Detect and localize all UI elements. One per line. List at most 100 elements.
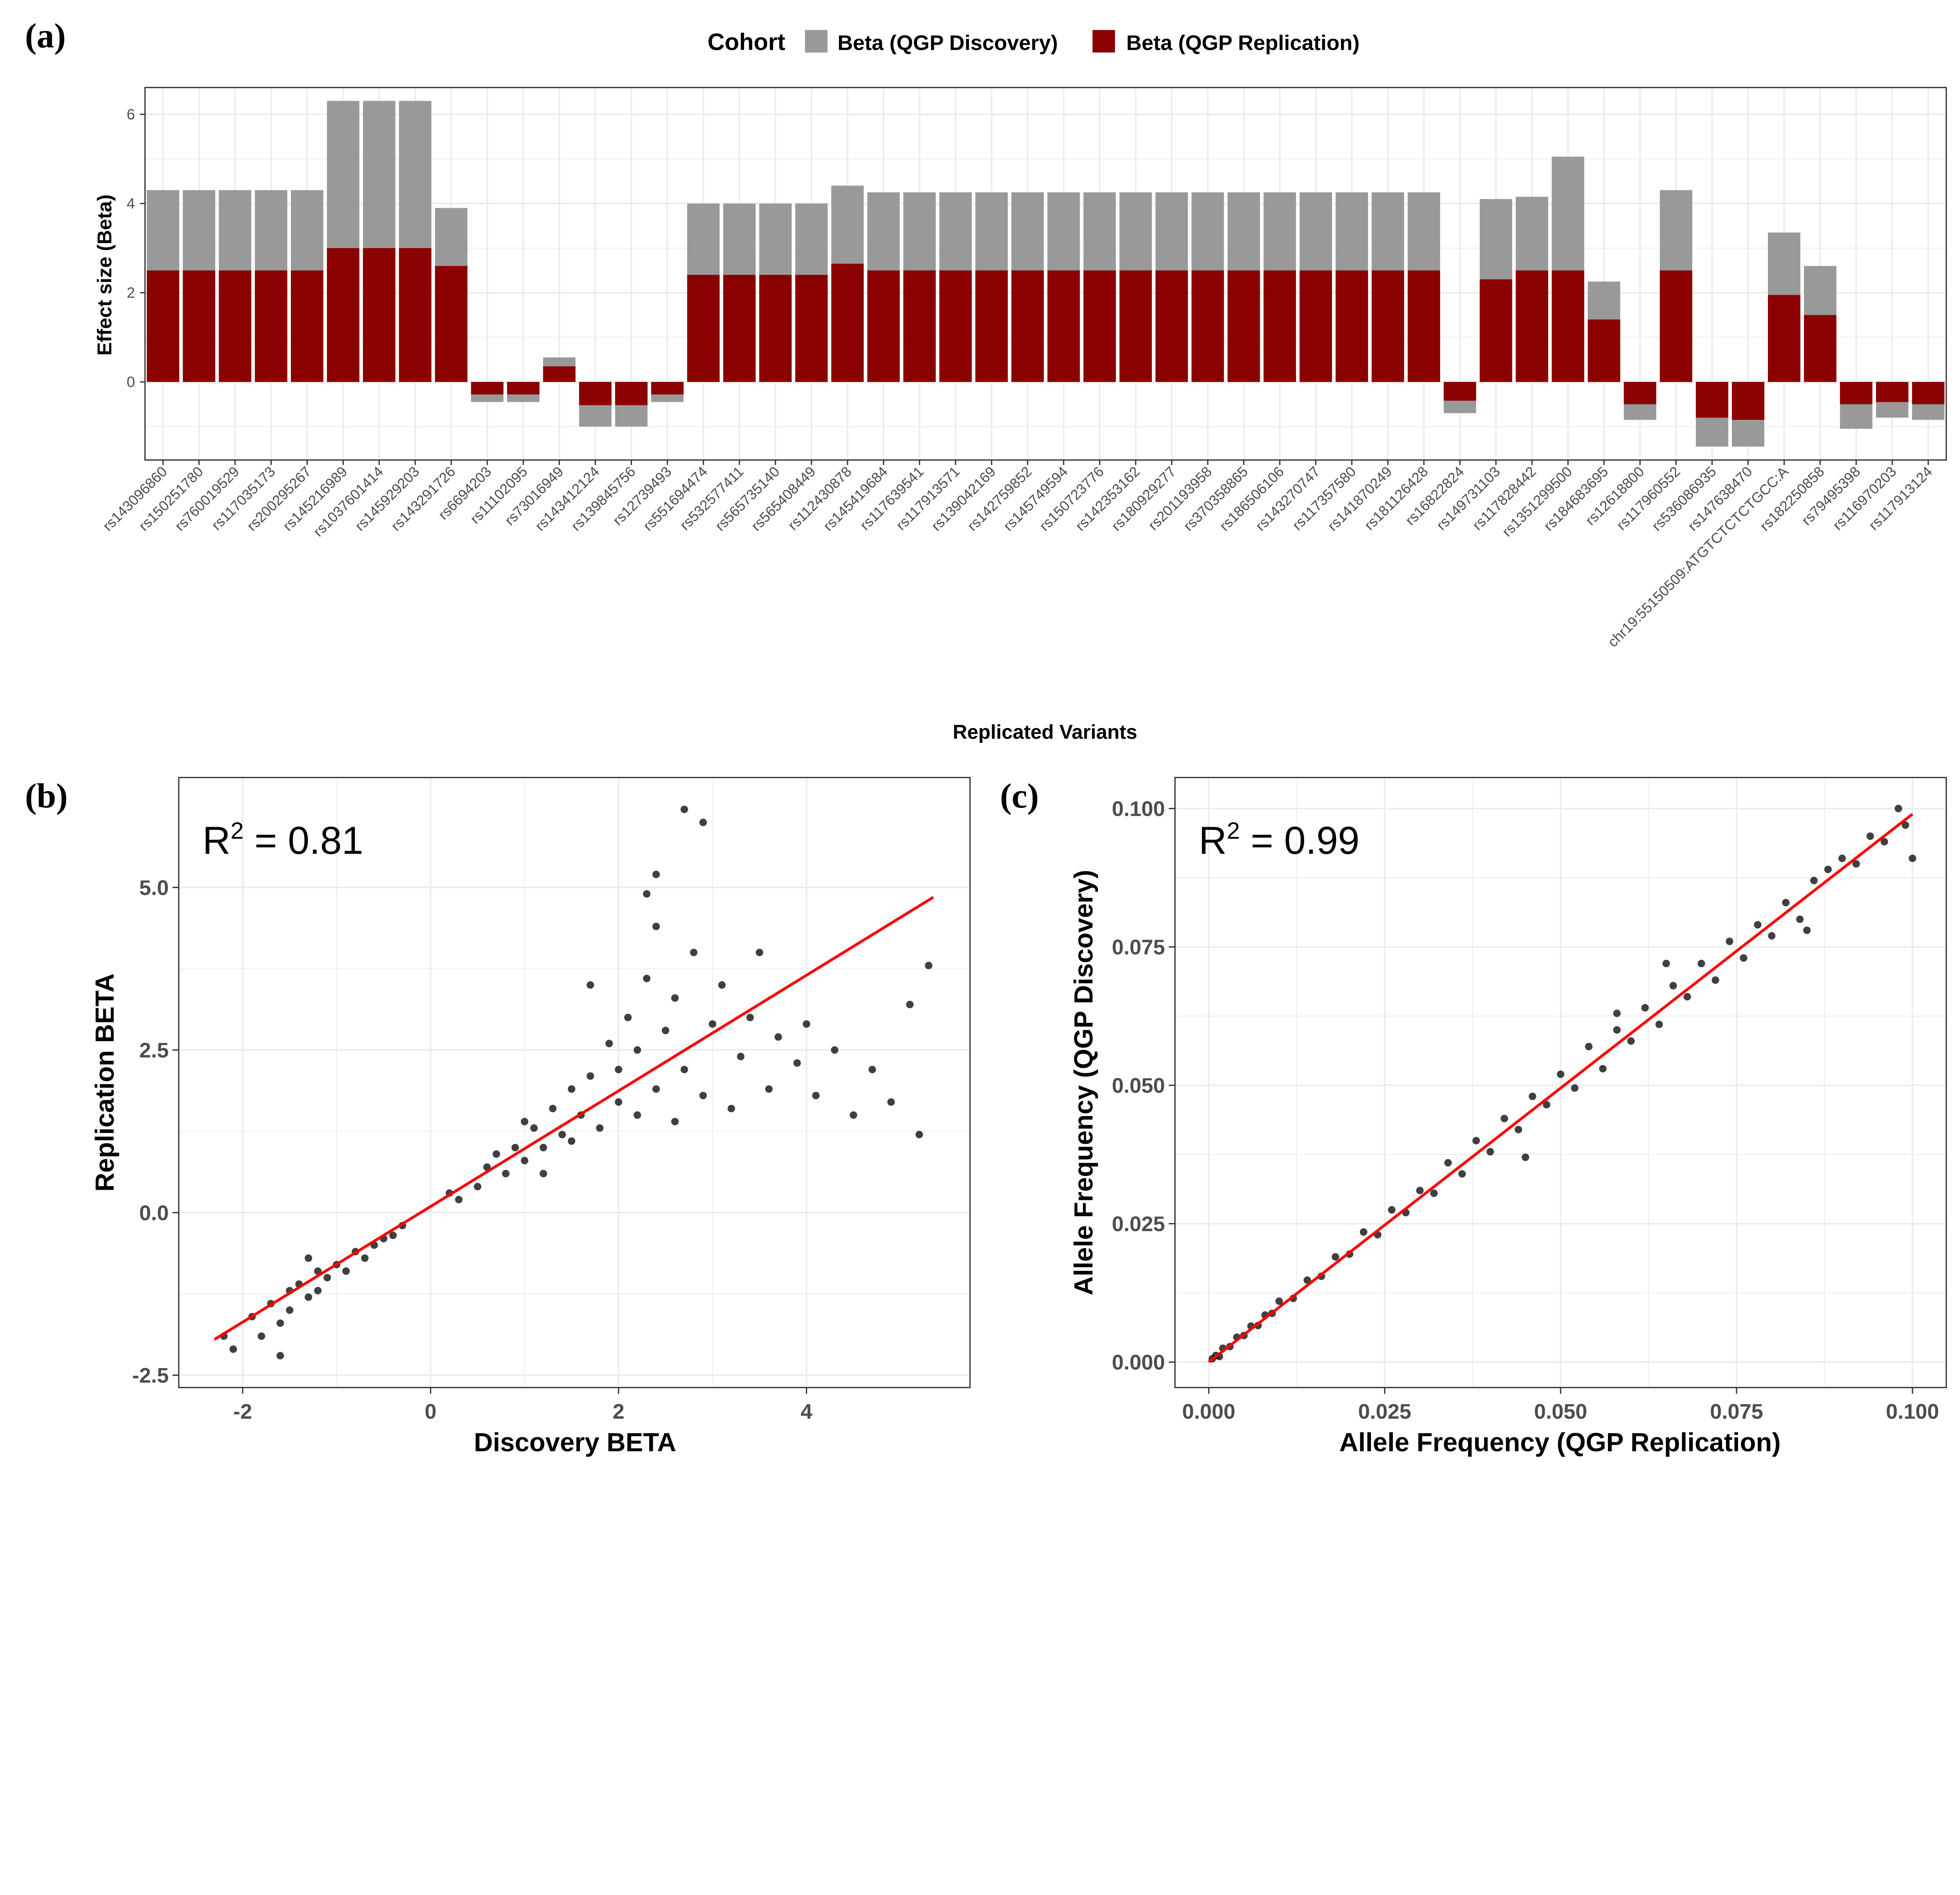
bar-replication xyxy=(939,270,972,382)
panel-label-a: (a) xyxy=(25,16,66,55)
y-tick-label: 0.000 xyxy=(1112,1351,1165,1374)
plot-background xyxy=(179,777,970,1388)
bar-replication xyxy=(1696,382,1728,418)
data-point xyxy=(511,1144,519,1151)
bar-replication xyxy=(1227,270,1260,382)
legend-title: Cohort xyxy=(708,29,786,55)
bar-replication xyxy=(1443,382,1476,401)
y-axis-title-a: Effect size (Beta) xyxy=(93,194,116,356)
legend-label-replication: Beta (QGP Replication) xyxy=(1126,31,1359,55)
bar-replication xyxy=(1047,270,1080,382)
data-point xyxy=(1740,954,1748,962)
data-point xyxy=(305,1254,312,1262)
x-tick-label: 2 xyxy=(613,1400,624,1423)
data-point xyxy=(229,1345,237,1353)
data-point xyxy=(1359,1228,1368,1236)
data-point xyxy=(1838,855,1846,862)
data-point xyxy=(1416,1187,1424,1194)
data-point xyxy=(1514,1125,1523,1134)
y-tick-label: 0.0 xyxy=(139,1201,169,1225)
data-point xyxy=(483,1163,491,1171)
bar-replication xyxy=(507,382,540,395)
data-point xyxy=(549,1105,557,1113)
data-point xyxy=(868,1065,876,1073)
bar-replication xyxy=(291,270,323,382)
data-point xyxy=(1332,1253,1339,1261)
y-tick-label: 0.025 xyxy=(1112,1213,1165,1236)
data-point xyxy=(568,1137,575,1145)
data-point xyxy=(1662,960,1670,967)
bar-replication xyxy=(687,275,720,382)
data-point xyxy=(699,819,707,826)
bar-replication xyxy=(1624,382,1657,405)
data-point xyxy=(671,994,679,1002)
data-point xyxy=(633,1111,641,1119)
data-point xyxy=(793,1059,801,1067)
bar-replication xyxy=(1299,270,1332,382)
data-point xyxy=(389,1231,397,1239)
y-tick-label: 0.050 xyxy=(1112,1074,1165,1098)
bar-replication xyxy=(147,270,180,382)
y-tick-label: 0.100 xyxy=(1112,797,1165,821)
bar-replication xyxy=(1732,382,1764,420)
data-point xyxy=(1444,1159,1452,1167)
x-tick-label: rs117913124 xyxy=(1866,463,1935,533)
data-point xyxy=(361,1254,369,1262)
bar-replication xyxy=(1336,270,1368,382)
y-axis-title-b: Replication BETA xyxy=(90,973,120,1192)
data-point xyxy=(925,962,933,969)
data-point xyxy=(1768,932,1776,940)
bar-replication xyxy=(1011,270,1044,382)
bar-replication xyxy=(975,270,1008,382)
bar-replication xyxy=(903,270,936,382)
r-squared-superscript: 2 xyxy=(1227,817,1240,844)
bar-replication xyxy=(1263,270,1296,382)
data-point xyxy=(596,1124,604,1132)
y-tick-label: 5.0 xyxy=(139,876,169,900)
bar-replication xyxy=(651,382,684,395)
data-point xyxy=(1486,1148,1494,1156)
bar-replication xyxy=(399,248,432,382)
data-point xyxy=(1852,860,1860,868)
legend-swatch-replication xyxy=(1092,30,1115,53)
data-point xyxy=(1754,921,1762,929)
y-tick-label: 2.5 xyxy=(139,1039,169,1062)
data-point xyxy=(1627,1037,1635,1045)
data-point xyxy=(474,1183,481,1191)
legend-swatch-discovery xyxy=(805,30,828,53)
x-tick-label: 0.025 xyxy=(1358,1400,1412,1423)
bar-replication xyxy=(615,382,648,405)
r-label: R xyxy=(203,819,230,862)
data-point xyxy=(681,1065,688,1073)
bar-replication xyxy=(723,275,756,382)
data-point xyxy=(643,975,651,982)
bar-replication xyxy=(759,275,792,382)
data-point xyxy=(1543,1101,1550,1109)
bar-replication xyxy=(579,382,612,405)
data-point xyxy=(831,1046,838,1054)
data-point xyxy=(1683,993,1691,1001)
data-point xyxy=(1458,1170,1466,1178)
bar-replication xyxy=(1479,279,1512,382)
regression-line xyxy=(214,896,934,1341)
bar-replication xyxy=(219,270,252,382)
data-point xyxy=(906,1000,914,1008)
bar-replication xyxy=(1515,270,1548,382)
data-point xyxy=(699,1092,707,1100)
bar-replication xyxy=(1912,382,1945,405)
regression-line xyxy=(1208,813,1913,1363)
data-point xyxy=(323,1274,331,1281)
bar-replication xyxy=(831,263,864,382)
data-point xyxy=(812,1092,820,1100)
x-tick-label: 4 xyxy=(800,1400,812,1423)
data-point xyxy=(1697,960,1705,967)
data-point xyxy=(671,1118,679,1125)
bar-chart-panel: 0246rs143096860rs150251780rs760019529rs1… xyxy=(100,87,1947,650)
scatter-af-panel: 0.000 0.025 0.050 0.075 0.100 0.000 0.025 0.050… xyxy=(1112,777,1947,1423)
bar-replication xyxy=(1191,270,1224,382)
data-point xyxy=(276,1352,284,1360)
r-squared-superscript: 2 xyxy=(230,817,244,844)
data-point xyxy=(1599,1065,1607,1073)
data-point xyxy=(455,1196,463,1203)
bar-replication xyxy=(1119,270,1152,382)
